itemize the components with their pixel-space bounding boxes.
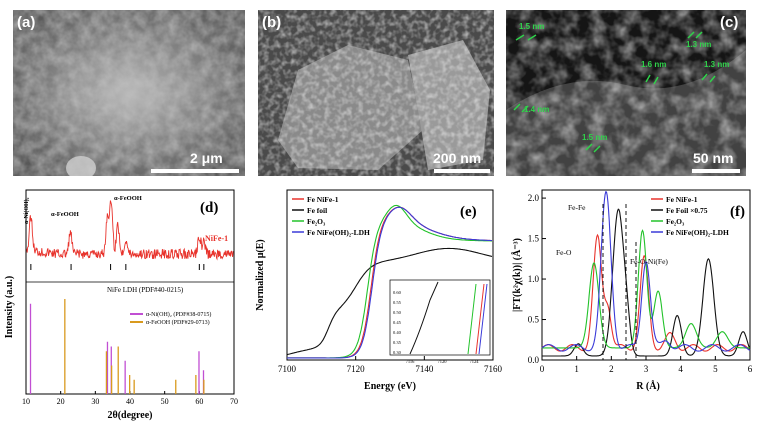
tem-measurement-6: 1.5 nm (582, 133, 608, 142)
panel-c-label: (c) (720, 14, 739, 31)
exafs-xtick-label-0: 0 (540, 364, 545, 374)
xrd-xtick-label-3: 40 (126, 397, 134, 406)
xanes-frame (286, 189, 494, 361)
xrd-xtick-label-0: 10 (22, 397, 30, 406)
panel-b-sem-image: (b) 200 nm (258, 10, 494, 176)
xanes-svg: 7100 7120 7140 7160 0.30 0.35 0.40 0.45 0.50 0.5… (255, 189, 503, 392)
panel-d-xrd-chart: 10 20 30 40 50 60 70 Intensity (a.u.) 2θ(degre… (0, 182, 250, 425)
xanes-ylabel: Normalized μ(E) (255, 239, 266, 310)
exafs-ylabel: |FT(k²χ(k))| (Å⁻³) (511, 238, 523, 312)
xanes-inset-ytick-1: 0.35 (393, 340, 402, 345)
exafs-svg: 0 1 2 3 4 5 6 0.0 0.5 1.0 1.5 2.0 |FT(k²χ(k))| (Å⁻³… (511, 189, 753, 392)
panel-c-texture (506, 10, 746, 176)
exafs-xtick-label-3: 3 (644, 364, 649, 374)
xanes-inset-foil (409, 281, 439, 355)
exafs-series-2 (542, 229, 750, 349)
panel-e-label: (e) (460, 204, 477, 220)
xanes-series-1 (286, 247, 493, 356)
exafs-xtick-label-4: 4 (678, 364, 683, 374)
panel-e-xanes-chart: 7100 7120 7140 7160 0.30 0.35 0.40 0.45 0.50 0.5… (250, 182, 508, 425)
xrd-xlabel: 2θ(degree) (107, 410, 152, 421)
xanes-legend-1: Fe foil (307, 206, 327, 215)
exafs-series-3 (541, 190, 751, 352)
tem-measurement-5: 1.4 nm (524, 105, 550, 114)
xanes-inset-ytick-6: 0.60 (393, 290, 402, 295)
tem-measurement-2: 1.3 nm (686, 40, 712, 49)
xrd-legend-ni: α-Ni(OH)₂ (PDF#38-0715) (146, 311, 211, 318)
xanes-series-3 (287, 206, 492, 359)
xrd-series-nife1 (26, 200, 234, 261)
xrd-xtick-label-6: 70 (230, 397, 238, 406)
xanes-inset-ytick-2: 0.40 (393, 330, 402, 335)
exafs-annot-feo: Fe-O (556, 248, 572, 257)
xanes-inset-ytick-0: 0.30 (393, 350, 402, 355)
tem-measurement-4: 1.3 nm (704, 60, 730, 69)
xrd-peak-label-1: α-Ni(OH)₂ (23, 197, 30, 224)
exafs-ytick-label-1: 0.5 (528, 315, 540, 325)
xanes-inset-fe2o3 (467, 283, 477, 355)
panel-b-scale-text: 200 nm (433, 150, 482, 166)
xanes-inset (389, 279, 491, 356)
exafs-xlabel: R (Å) (636, 380, 660, 392)
panel-a-texture (13, 10, 245, 176)
xrd-xtick-label-1: 20 (57, 397, 65, 406)
exafs-ytick-label-2: 1.0 (528, 274, 540, 284)
xanes-inset-xtick-1: 7120 (438, 359, 448, 364)
xanes-xtick-label-1: 7120 (347, 364, 366, 374)
xanes-inset-ldh (478, 283, 488, 355)
panel-c-scale-text: 50 nm (693, 150, 734, 166)
exafs-legend-0: Fe NiFe-1 (666, 195, 698, 204)
xanes-xtick-label-2: 7140 (415, 364, 434, 374)
exafs-ytick-label-4: 2.0 (528, 193, 540, 203)
xanes-inset-ytick-5: 0.55 (393, 300, 402, 305)
exafs-legend-3: Fe NiFe(OH)₂-LDH (666, 228, 729, 237)
xrd-svg: 10 20 30 40 50 60 70 Intensity (a.u.) 2θ(degre… (4, 189, 238, 421)
exafs-annot-fefe: Fe-Fe (568, 203, 586, 212)
panel-b-texture (258, 10, 494, 176)
exafs-legend-1: Fe Foil ×0.75 (666, 206, 708, 215)
panel-c-scale-bar (692, 169, 740, 173)
xrd-ref-ldh-label: NiFe LDH (PDF#40-0215) (107, 286, 184, 294)
xanes-inset-ytick-4: 0.50 (393, 310, 402, 315)
xrd-peak-label-2: α-FeOOH (51, 211, 79, 218)
panel-f-label: (f) (730, 204, 745, 220)
panel-b-label: (b) (262, 14, 282, 31)
panel-d-label: (d) (200, 200, 218, 216)
xrd-xtick-label-2: 30 (91, 397, 99, 406)
xanes-inset-xtick-0: 7116 (406, 359, 416, 364)
xanes-inset-ytick-3: 0.45 (393, 320, 402, 325)
panel-a-sem-image: (a) 2 μm (13, 10, 245, 176)
exafs-annot-feoni: Fe-O-Ni(Fe) (630, 257, 668, 266)
xrd-xtick-label-5: 60 (195, 397, 203, 406)
xanes-xtick-label-0: 7100 (278, 364, 297, 374)
exafs-ytick-label-3: 1.5 (528, 234, 540, 244)
panel-f-exafs-chart: 0 1 2 3 4 5 6 0.0 0.5 1.0 1.5 2.0 |FT(k²χ(k))| (Å⁻³… (508, 182, 759, 425)
exafs-xtick-label-6: 6 (748, 364, 753, 374)
panel-a-scale-text: 2 μm (190, 150, 223, 166)
xanes-inset-xtick-2: 7124 (470, 359, 480, 364)
xrd-legend-fe: α-FeOOH (PDF#29-0713) (146, 319, 210, 326)
xrd-legend-nife1: NiFe-1 (205, 234, 228, 243)
exafs-xtick-label-5: 5 (713, 364, 718, 374)
exafs-xtick-label-2: 2 (609, 364, 614, 374)
xrd-xtick-label-4: 50 (161, 397, 169, 406)
xanes-legend-3: Fe NiFe(OH)₂-LDH (307, 228, 370, 237)
exafs-legend-2: Fe₂O₃ (666, 217, 685, 226)
tem-measurement-3: 1.6 nm (641, 60, 667, 69)
panel-a-scale-bar (151, 169, 239, 173)
exafs-ytick-label-0: 0.0 (528, 355, 540, 365)
xanes-legend-0: Fe NiFe-1 (307, 195, 339, 204)
xanes-xlabel: Energy (eV) (364, 381, 416, 392)
xanes-inset-nife1 (475, 283, 485, 355)
exafs-xtick-label-1: 1 (574, 364, 579, 374)
xanes-xtick-label-3: 7160 (484, 364, 503, 374)
xrd-peak-label-3: α-FeOOH (114, 195, 142, 202)
xanes-legend-2: Fe₂O₃ (307, 217, 326, 226)
panel-b-scale-bar (434, 169, 490, 173)
panel-a-label: (a) (17, 14, 36, 31)
tem-measurement-1: 1.5 nm (519, 22, 545, 31)
panel-c-tem-image: (c) 1.5 nm 1.3 nm 1.6 nm 1.3 nm 1.4 nm 1… (506, 10, 746, 176)
xrd-ylabel: Intensity (a.u.) (4, 276, 15, 339)
